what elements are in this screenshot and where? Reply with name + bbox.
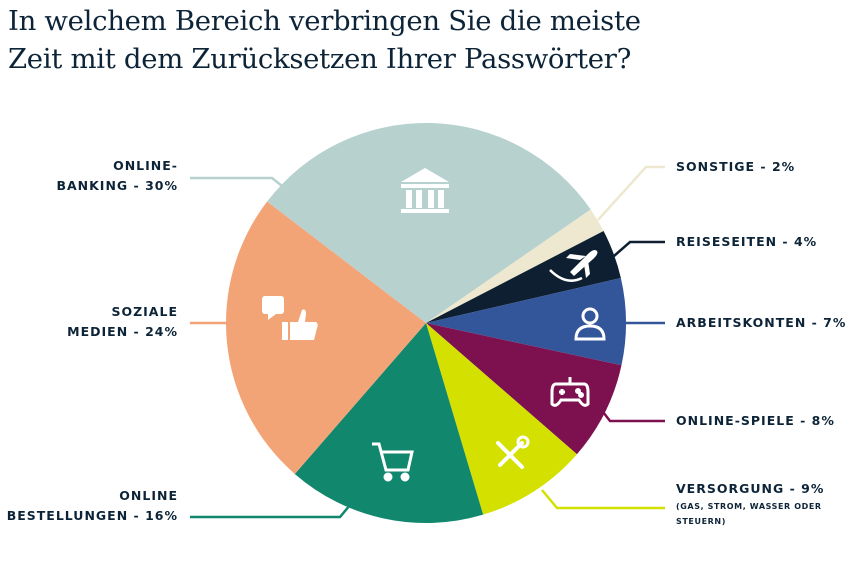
leader-line-sonstige — [597, 165, 665, 221]
label-banking: ONLINE- BANKING - 30% — [56, 156, 178, 196]
pie-slice-soziale — [226, 201, 426, 474]
label-spiele: ONLINE-SPIELE - 8% — [676, 413, 835, 428]
leader-lines — [190, 165, 665, 519]
tools-icon — [496, 435, 530, 469]
label-reise: REISESEITEN - 4% — [676, 234, 818, 249]
pie-slice-banking — [267, 123, 591, 323]
label-versorgung-main: VERSORGUNG - 9% — [676, 481, 825, 496]
label-versorgung-sub1: (GAS, STROM, WASSER ODER — [676, 502, 822, 511]
pie-slice-arbeit — [426, 278, 626, 366]
pie-slice-versorgung — [426, 323, 577, 515]
label-arbeit: ARBEITSKONTEN - 7% — [676, 315, 847, 330]
label-soziale-line2: MEDIEN - 24% — [67, 324, 178, 339]
leader-line-spiele — [599, 407, 665, 423]
pie-slice-reise — [426, 230, 621, 323]
label-versorgung: VERSORGUNG - 9% (GAS, STROM, WASSER ODER… — [676, 479, 824, 529]
leader-line-bestellungen — [190, 504, 351, 519]
pie-slice-sonstige — [426, 209, 604, 323]
pie-slice-spiele — [426, 323, 622, 455]
thumbs-up-heart-icon — [262, 296, 318, 340]
chart-title: In welchem Bereich verbringen Sie die me… — [8, 2, 641, 78]
label-banking-line1: ONLINE- — [113, 158, 178, 173]
leader-line-versorgung — [541, 489, 665, 510]
pie-slice-bestellungen — [294, 323, 484, 523]
label-banking-line2: BANKING - 30% — [56, 178, 178, 193]
label-versorgung-sub2: STEUERN) — [676, 517, 726, 526]
label-bestellungen-line1: ONLINE — [119, 488, 178, 503]
label-soziale: SOZIALE MEDIEN - 24% — [67, 302, 178, 342]
leader-line-reise — [613, 240, 665, 257]
leader-line-banking — [190, 176, 283, 187]
shopping-cart-icon — [372, 442, 414, 482]
label-bestellungen: ONLINE BESTELLUNGEN - 16% — [7, 486, 178, 526]
gamepad-icon — [550, 377, 590, 407]
title-line-2: Zeit mit dem Zurücksetzen Ihrer Passwört… — [8, 43, 632, 75]
label-soziale-line1: SOZIALE — [111, 304, 178, 319]
bank-icon — [401, 168, 449, 213]
title-line-1: In welchem Bereich verbringen Sie die me… — [8, 5, 641, 37]
label-sonstige: SONSTIGE - 2% — [676, 159, 796, 174]
airplane-icon — [549, 250, 598, 282]
label-bestellungen-line2: BESTELLUNGEN - 16% — [6, 508, 178, 523]
user-icon — [574, 307, 606, 341]
